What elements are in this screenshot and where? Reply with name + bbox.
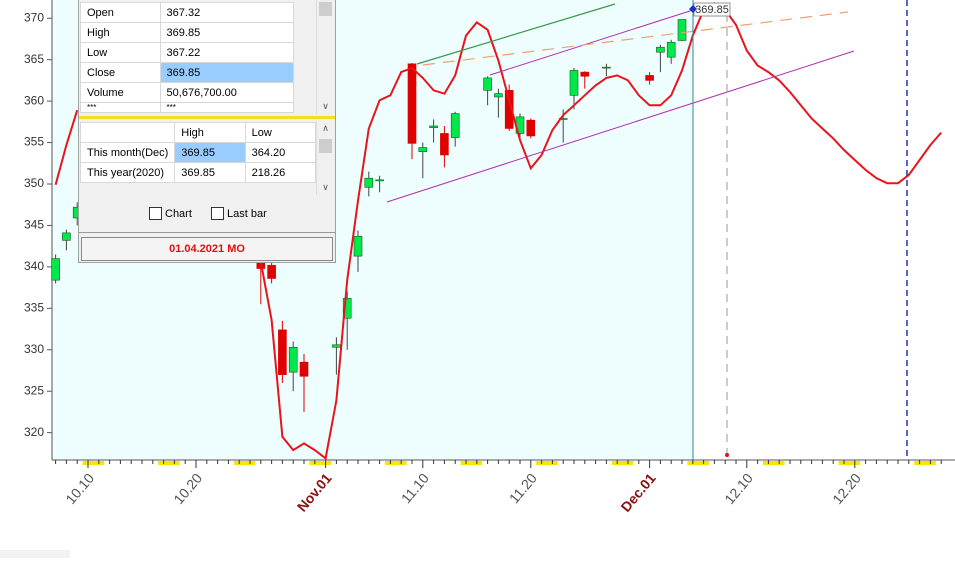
candle-body [299, 361, 309, 377]
x-tick-label: Dec.01 [617, 470, 658, 515]
y-tick-label: 360 [24, 93, 44, 107]
splitter [79, 116, 335, 119]
channel-line [386, 50, 855, 203]
range-value: 369.85 [174, 142, 246, 163]
candle-body [569, 70, 579, 96]
y-tick-label: 365 [24, 52, 44, 66]
channel-line [489, 9, 694, 76]
y-tick-label: 320 [24, 425, 44, 439]
x-tick-label: Nov.01 [294, 470, 335, 515]
candle-body [375, 179, 384, 182]
candle-body [656, 46, 665, 53]
quote-value: *** [159, 102, 295, 113]
quote-table: Open 367.32 High 369.85 Low 367.22 Close 369… [80, 2, 295, 113]
candle-body [494, 93, 503, 98]
checkbox[interactable]: Chart [149, 207, 192, 220]
candle-body [353, 235, 363, 257]
quote-value: 367.22 [159, 42, 295, 63]
range-value: 218.26 [244, 162, 317, 183]
candle-body [342, 298, 352, 319]
price-marker [689, 5, 697, 13]
y-tick-label: 340 [24, 259, 44, 273]
quote-value: 369.85 [159, 22, 295, 43]
checkbox[interactable]: Last bar [211, 207, 267, 220]
x-tick-label: 10.20 [170, 470, 205, 507]
y-tick-label: 345 [24, 218, 44, 232]
trend-line [416, 3, 616, 65]
x-tick-label: 11.10 [398, 470, 432, 506]
y-tick-label: 370 [24, 10, 44, 24]
candle-body [407, 63, 417, 144]
price-label: 369.85 [695, 4, 729, 16]
candle-body [580, 71, 590, 77]
candle-body [278, 329, 287, 375]
x-tick-label: 12.20 [829, 470, 864, 507]
x-tick-label: 12.10 [721, 470, 756, 507]
quote-value: 367.32 [159, 2, 295, 23]
candle-body [418, 147, 428, 152]
candle-body [267, 264, 276, 279]
info-panel: Open 367.32 High 369.85 Low 367.22 Close 369… [78, 0, 336, 263]
quote-label: Volume [80, 82, 161, 103]
range-label: This month(Dec) [79, 142, 176, 163]
quote-value: 50,676,700.00 [159, 82, 295, 103]
y-tick-label: 335 [24, 300, 44, 314]
range-value: 364.20 [244, 142, 317, 163]
y-tick-label: 350 [24, 176, 44, 190]
candle-body [645, 75, 654, 81]
quote-label: High [80, 22, 161, 43]
y-tick-label: 330 [24, 342, 44, 356]
candle-body [429, 125, 438, 128]
quote-label: Close [80, 62, 161, 83]
y-tick-label: 325 [24, 383, 44, 397]
candle-body [364, 177, 374, 188]
range-table: High Low This month(Dec) 369.85 364.20 This… [79, 122, 317, 183]
panel-footer: 01.04.2021 MO [81, 237, 333, 261]
candle-body [450, 113, 460, 138]
projection-line [422, 11, 849, 66]
scrollbar[interactable]: ∧ ∨ [316, 121, 334, 195]
checkbox-label: Last bar [227, 207, 267, 220]
checkbox-label: Chart [165, 207, 192, 220]
candle-body [526, 119, 536, 137]
candle-body [483, 77, 492, 91]
quote-label: *** [80, 102, 161, 113]
candle-body [602, 66, 611, 69]
quote-label: Low [80, 42, 161, 63]
candle-body [288, 346, 298, 373]
range-header: Low [244, 122, 317, 143]
range-label: This year(2020) [79, 162, 176, 183]
candle-body [504, 90, 514, 129]
candle-body [62, 232, 71, 241]
indicator-line [54, 2, 942, 461]
candle-body [332, 344, 341, 348]
x-tick-label: 11.20 [506, 470, 540, 506]
quote-label: Open [80, 2, 161, 23]
candle-body [51, 258, 60, 281]
range-header: High [174, 122, 246, 143]
candle-body [677, 19, 687, 41]
cursor-dot [725, 453, 729, 457]
candle-body [440, 133, 449, 156]
range-value: 369.85 [174, 162, 246, 183]
scrollbar[interactable]: ∨ [316, 0, 334, 114]
quote-value: 369.85 [159, 62, 295, 83]
candle-body [666, 41, 676, 58]
x-tick-label: 10.10 [62, 470, 97, 507]
scroll-stub [0, 550, 70, 558]
y-tick-label: 355 [24, 135, 44, 149]
